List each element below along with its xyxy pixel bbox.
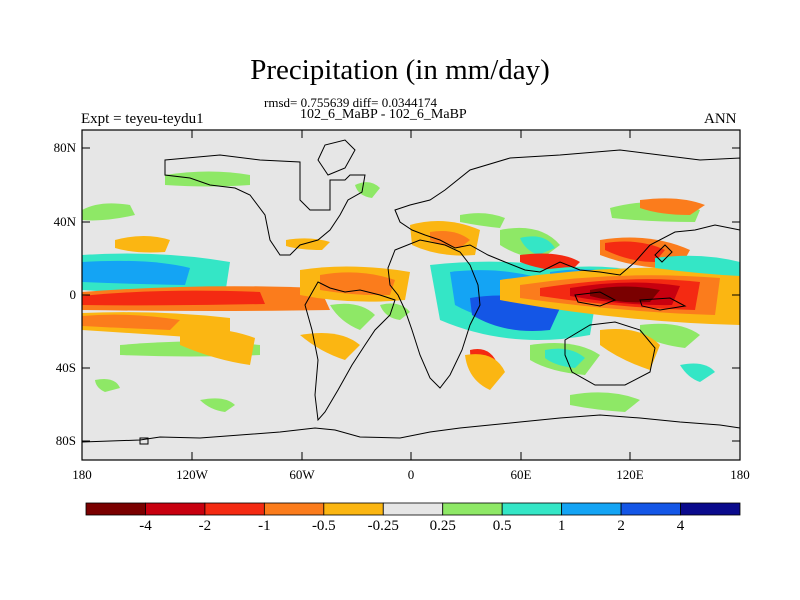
coastline-greenland [317,139,356,176]
lat-tick-label: 80N [53,140,76,155]
negative-region [640,198,705,215]
positive-region [330,303,375,330]
negative-region [115,236,170,253]
negative-region [590,286,660,303]
negative-region [300,332,360,360]
colorbar-label: 0.5 [492,518,512,534]
positive-region [520,236,555,255]
positive-region [380,303,410,320]
colorbar-swatch [204,502,265,516]
negative-region [465,354,505,390]
lat-tick-marks [82,147,740,442]
case-names: 102_6_MaBP - 102_6_MaBP [300,107,467,122]
colorbar-swatch [501,502,563,516]
colorbar-swatch [680,502,741,516]
negative-region [605,241,665,262]
colorbar-swatch [145,502,206,516]
coastline-antarctica [81,414,741,443]
coastline-new-guinea [639,297,687,311]
positive-region [82,260,190,285]
positive-region [165,171,250,187]
lon-tick-label: 60W [289,467,315,482]
colorbar-label: 1 [557,518,566,534]
colorbar [85,502,741,516]
colorbar-swatch [620,502,681,516]
positive-region [570,392,640,412]
colorbar-label: -4 [139,518,152,534]
map-panel [81,129,741,461]
positive-region [680,363,715,382]
lon-tick-label: 120W [176,467,208,482]
lon-tick-label: 0 [407,467,415,482]
colorbar-swatch [263,502,325,516]
positive-region [460,213,505,228]
coastline-indonesia [574,291,617,307]
period-label: ANN [704,111,737,127]
colorbar-label: 4 [676,518,685,534]
colorbar-label: -0.5 [311,518,336,534]
lon-tick-label: 120E [616,467,644,482]
negative-region [82,314,180,330]
positive-region [82,203,135,221]
coastline-australia [564,321,656,386]
negative-region [180,328,255,365]
colorbar-label: 2 [617,518,625,534]
precip-anomaly-fields [82,171,740,412]
coastline-africa [387,239,481,389]
colorbar-label: -1 [258,518,271,534]
positive-region [355,182,380,198]
colorbar-swatch [85,502,146,516]
positive-region [95,379,120,392]
positive-region [200,398,235,412]
negative-region [520,253,580,272]
experiment-label: Expt = teyeu-teydu1 [81,111,204,127]
lon-tick-marks [81,130,741,460]
coastline-japan [654,244,673,263]
colorbar-label: -2 [198,518,212,534]
negative-region [600,329,660,370]
lat-tick-label: 40S [55,360,76,375]
positive-region [655,255,740,276]
lat-tick-label: 80S [55,433,76,448]
colorbar-swatch [382,502,444,516]
lon-tick-label: 180 [72,467,92,482]
lon-tick-label: 180 [730,467,750,482]
negative-region [82,290,265,306]
negative-region [286,238,330,250]
colorbar-swatch [323,502,384,516]
colorbar-label: 0.25 [429,518,456,534]
continent-outlines [81,139,741,445]
lat-tick-label: 0 [69,287,77,302]
coastline-north-america [164,154,366,256]
lon-tick-label: 60E [510,467,532,482]
positive-region [640,323,700,348]
chart-title: Precipitation (in mm/day) [250,54,550,86]
colorbar-label: -0.25 [367,518,399,534]
positive-region [545,348,585,368]
colorbar-swatch [561,502,622,516]
lat-tick-label: 40N [53,214,76,229]
coastline-eurasia [394,149,741,276]
colorbar-swatch [442,502,503,516]
negative-region [320,272,395,296]
coastline-island [139,437,149,445]
rmsd-diff-stats: rmsd= 0.755639 diff= 0.0344174 [264,95,437,110]
coastline-south-america [304,281,396,422]
